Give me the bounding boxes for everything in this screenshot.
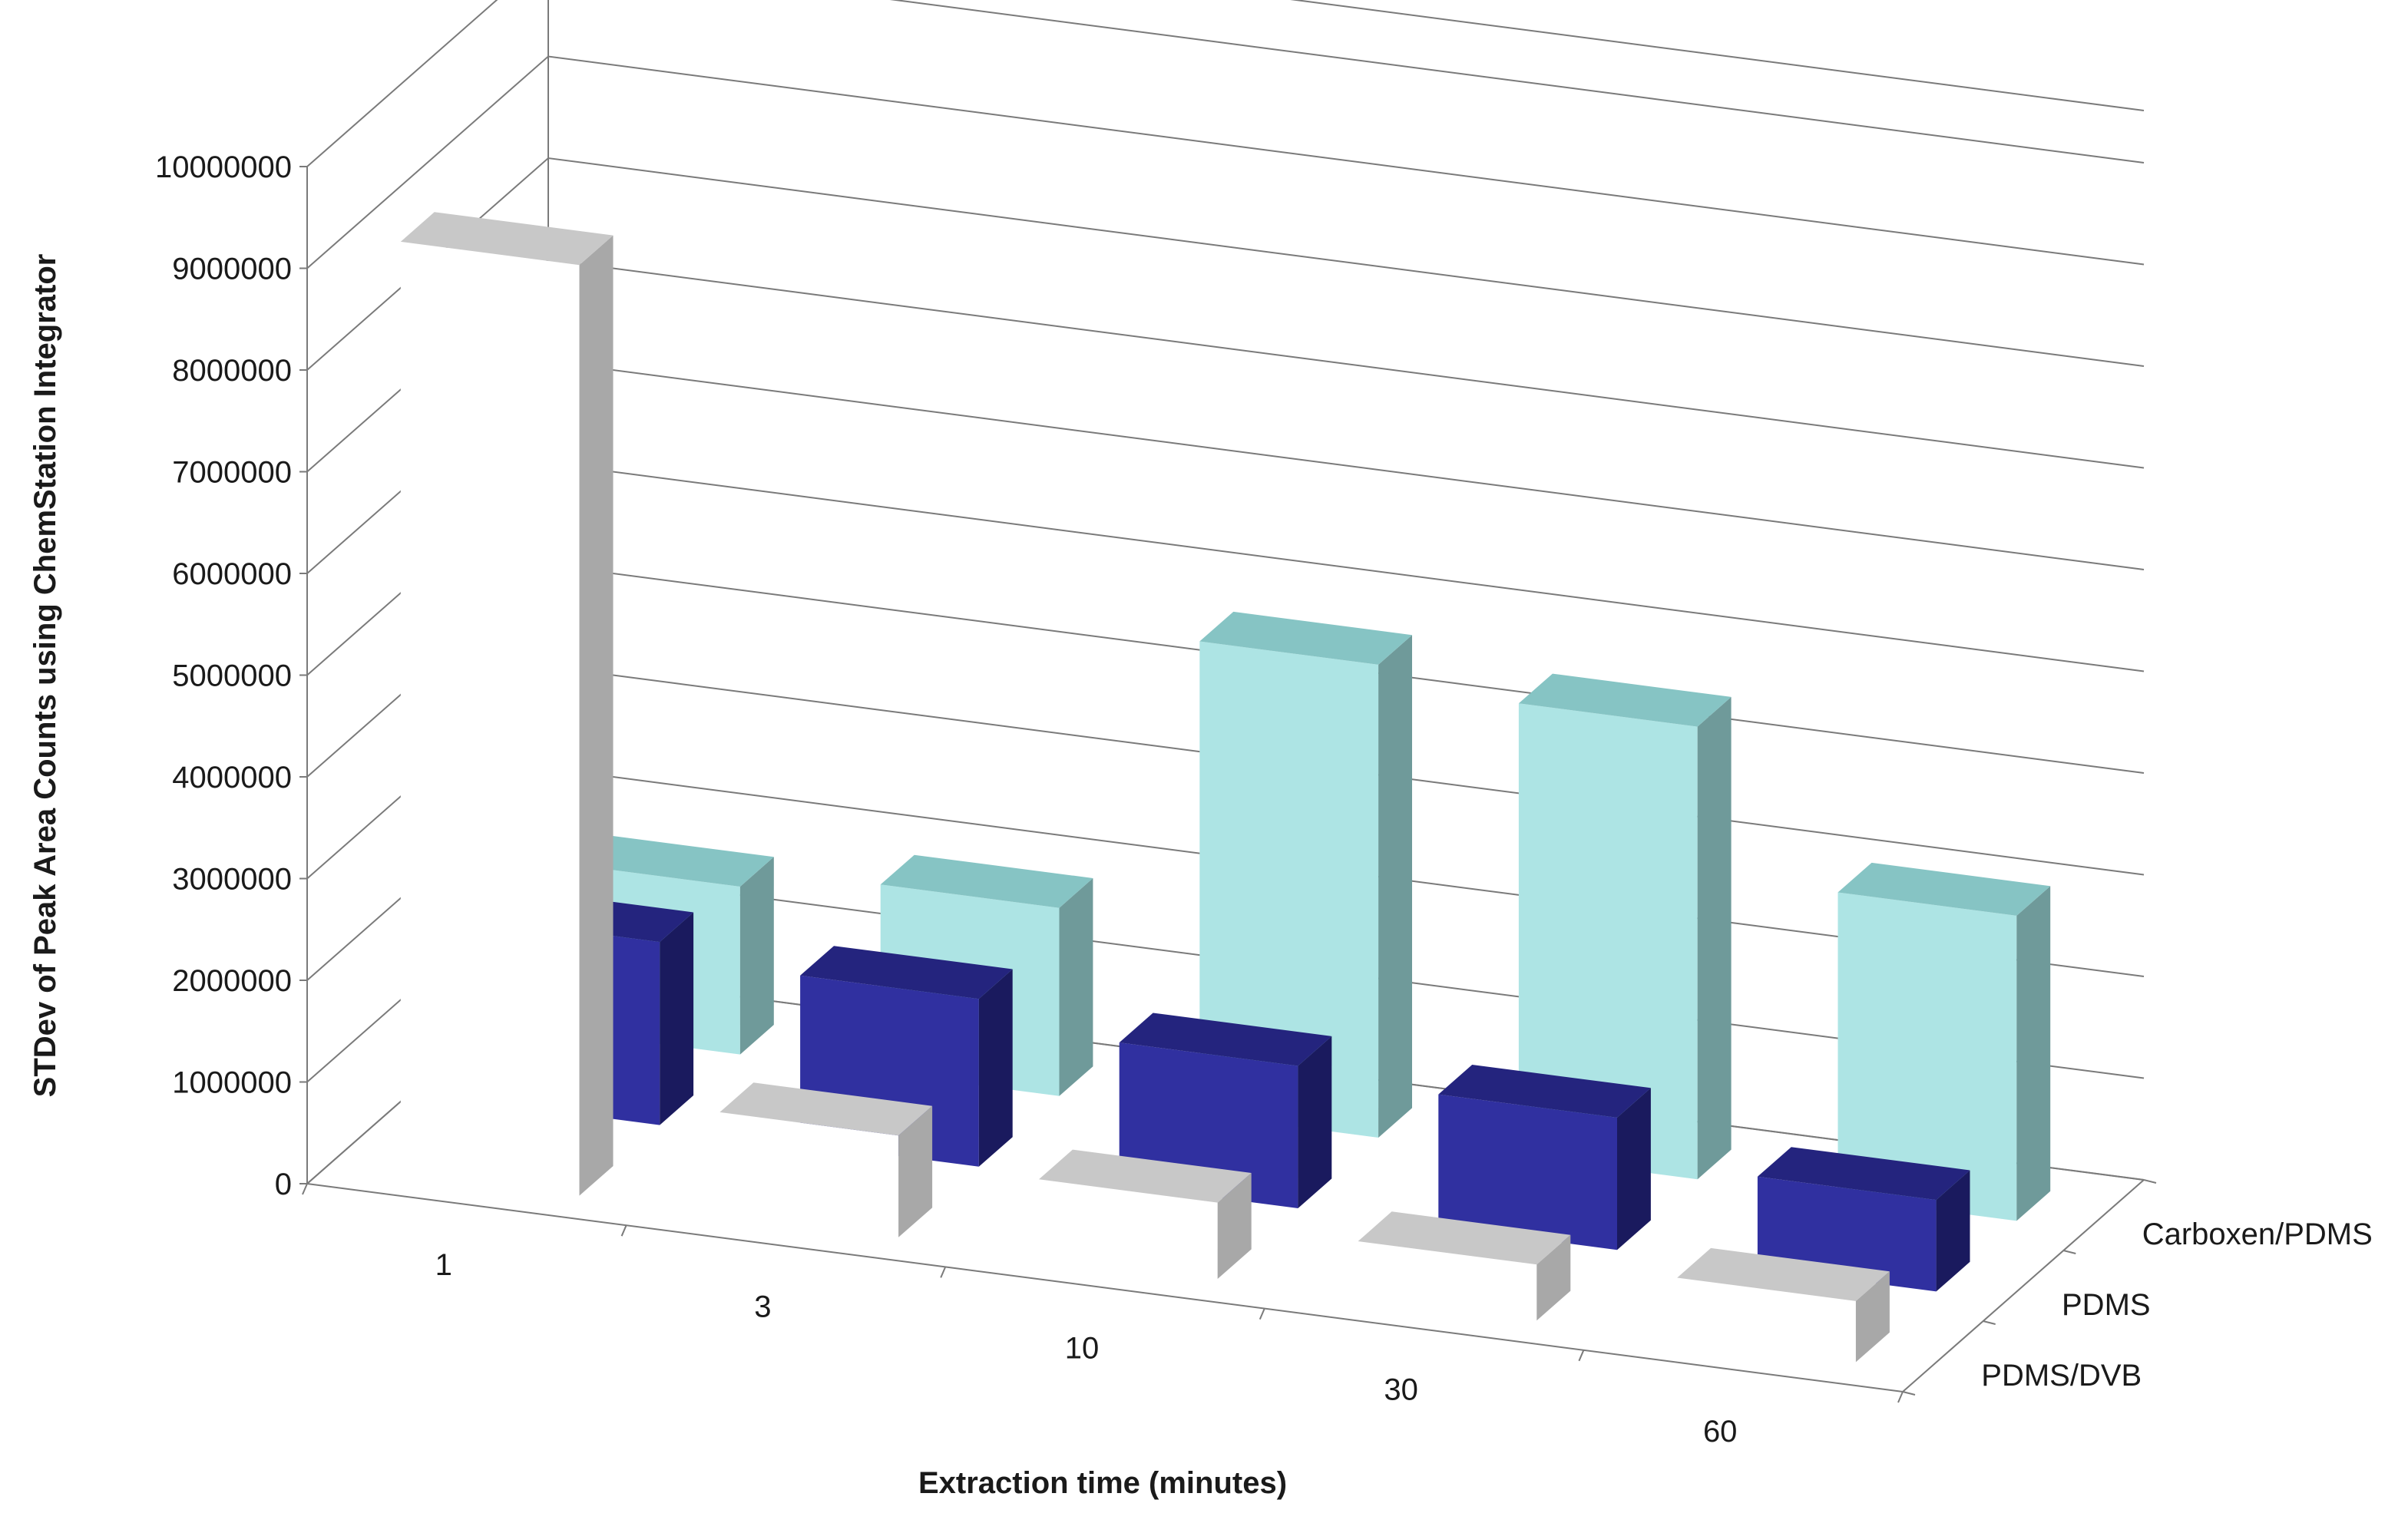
y-tick-label: 1000000 xyxy=(172,1066,292,1100)
depth-axis-series-labels: PDMS/DVB PDMS Carboxen/PDMS xyxy=(1981,1217,2373,1393)
bar-side-face xyxy=(579,235,614,1196)
bar-side-face xyxy=(1617,1088,1651,1250)
y-tick-label: 0 xyxy=(275,1168,292,1201)
depth-tick-mark xyxy=(2143,1179,2157,1184)
x-tick-label: 30 xyxy=(1384,1373,1418,1407)
y-tick-label: 10000000 xyxy=(155,150,292,184)
bar-side-face xyxy=(978,969,1013,1167)
bar-top-face xyxy=(1438,1065,1651,1118)
x-tick-label: 1 xyxy=(435,1248,452,1282)
y-tick-label: 9000000 xyxy=(172,253,292,286)
y-axis-tick-labels: 0 1000000 2000000 3000000 4000000 5000000 6000… xyxy=(155,150,292,1201)
bar-top-face xyxy=(1518,673,1732,727)
x-tick-mark xyxy=(620,1224,627,1237)
bar-front-face xyxy=(1438,1094,1617,1250)
series-label: PDMS/DVB xyxy=(1981,1359,2142,1393)
bar-front-face xyxy=(1677,1277,1856,1363)
y-tick-label: 3000000 xyxy=(172,863,292,897)
bar-top-face xyxy=(1039,1149,1252,1203)
x-tick-label: 10 xyxy=(1065,1332,1100,1366)
bar-top-face xyxy=(1677,1247,1890,1301)
bar-side-face xyxy=(660,912,694,1125)
x-tick-mark xyxy=(1578,1350,1585,1362)
bar-top-face xyxy=(1119,1013,1332,1066)
series-label: Carboxen/PDMS xyxy=(2142,1217,2373,1251)
x-tick-mark xyxy=(1897,1391,1904,1403)
y-tick-label: 5000000 xyxy=(172,659,292,693)
bar-top-face xyxy=(561,834,774,887)
x-tick-label: 3 xyxy=(754,1290,771,1323)
depth-axis-line xyxy=(1902,1179,2145,1393)
y-tick-label: 7000000 xyxy=(172,456,292,490)
bar xyxy=(1518,673,1732,1180)
y-tick-label: 8000000 xyxy=(172,354,292,388)
bar-top-face xyxy=(880,854,1093,908)
bar-front-face xyxy=(1837,892,2017,1221)
x-tick-mark xyxy=(1259,1308,1265,1320)
bar-side-face xyxy=(1217,1173,1252,1279)
series-label: PDMS xyxy=(2062,1288,2151,1322)
bar-front-face xyxy=(1358,1241,1537,1321)
bar-side-face xyxy=(739,857,774,1055)
bar-side-face xyxy=(1697,696,1732,1180)
y-tick-label: 2000000 xyxy=(172,964,292,998)
bar-side-face xyxy=(898,1105,933,1237)
depth-tick-mark xyxy=(2063,1250,2076,1254)
bar xyxy=(1837,862,2051,1221)
bar xyxy=(400,212,614,1196)
bar-front-face xyxy=(1199,641,1379,1138)
bar-side-face xyxy=(1855,1271,1890,1363)
bar xyxy=(719,1082,933,1237)
y-axis-title: STDev of Peak Area Counts using ChemStat… xyxy=(28,254,62,1098)
bar xyxy=(1039,1149,1252,1279)
bar-front-face xyxy=(719,1112,899,1237)
bar xyxy=(1358,1211,1571,1321)
gridline xyxy=(306,0,2145,167)
bar-side-face xyxy=(1378,635,1412,1138)
top-back-edge xyxy=(1290,0,2145,111)
bars xyxy=(400,212,2051,1363)
bar-front-face xyxy=(1518,703,1698,1180)
depth-tick-mark xyxy=(1902,1391,1916,1396)
bar-top-face xyxy=(800,946,1013,999)
bar xyxy=(1677,1247,1890,1363)
bar-top-face xyxy=(1757,1147,1970,1201)
bar-top-face xyxy=(1358,1211,1571,1265)
bar-front-face xyxy=(1039,1179,1218,1279)
bar-front-face xyxy=(400,241,580,1196)
depth-tick-mark xyxy=(1983,1320,1996,1325)
bar-top-face xyxy=(1199,611,1412,665)
x-tick-mark xyxy=(940,1267,947,1278)
x-tick-mark xyxy=(302,1183,308,1195)
bar-top-face xyxy=(400,212,614,266)
bar-side-face xyxy=(1298,1036,1332,1208)
bar-top-face xyxy=(719,1082,933,1136)
x-tick-label: 60 xyxy=(1703,1415,1738,1449)
bar-side-face xyxy=(1536,1234,1571,1321)
bar-side-face xyxy=(2016,886,2051,1221)
y-tick-label: 4000000 xyxy=(172,761,292,795)
y-tick-label: 6000000 xyxy=(172,557,292,591)
bar xyxy=(1199,611,1412,1138)
x-axis-tick-labels: 1 3 10 30 60 xyxy=(435,1248,1738,1449)
x-axis-line xyxy=(306,1183,1904,1393)
bar-top-face xyxy=(1837,862,2051,916)
x-axis-title: Extraction time (minutes) xyxy=(918,1466,1287,1500)
bar xyxy=(1438,1065,1651,1250)
bar-side-face xyxy=(1936,1170,1970,1292)
bar-side-face xyxy=(1059,878,1093,1096)
